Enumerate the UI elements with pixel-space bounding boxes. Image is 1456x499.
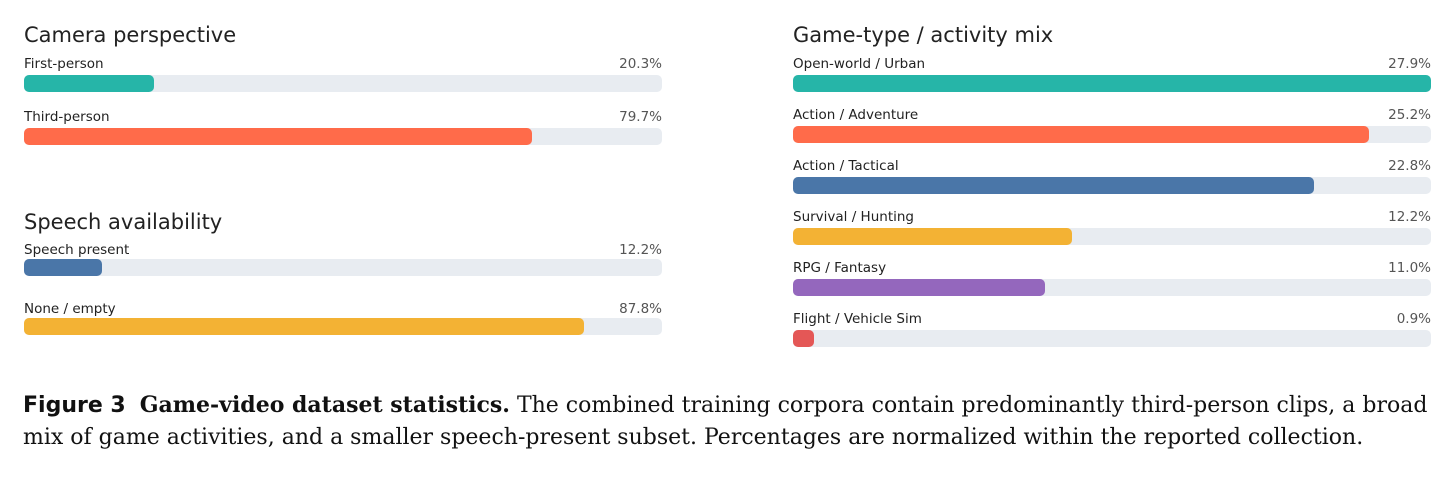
chart-title: Speech availability (24, 210, 223, 234)
chart-title: Game-type / activity mix (793, 23, 1054, 47)
bar-row-first-person: First-person 20.3% (24, 56, 662, 92)
bar-row-flight-vehicle-sim: Flight / Vehicle Sim 0.9% (793, 311, 1431, 347)
bar-value-label: 0.9% (1396, 311, 1431, 327)
bar-fill (793, 330, 814, 347)
bar-label: None / empty (24, 301, 116, 317)
bar-label: Action / Tactical (793, 158, 899, 174)
camera-perspective-chart: Camera perspective First-person 20.3% Thir… (24, 22, 662, 152)
bar-track (793, 279, 1431, 296)
bar-row-survival-hunting: Survival / Hunting 12.2% (793, 209, 1431, 245)
speech-availability-chart: Speech availability Speech present 12.2% N… (24, 209, 662, 339)
bar-label: First-person (24, 56, 104, 72)
game-type-activity-mix-chart: Game-type / activity mix Open-world / Ur… (793, 22, 1431, 352)
bar-row-none-empty: None / empty 87.8% (24, 301, 662, 335)
bar-row-action-adventure: Action / Adventure 25.2% (793, 107, 1431, 143)
bar-track (24, 259, 662, 276)
bar-fill (793, 228, 1072, 245)
bar-fill (24, 259, 102, 276)
bar-value-label: 27.9% (1388, 56, 1431, 72)
bar-fill (24, 128, 533, 145)
bar-row-rpg-fantasy: RPG / Fantasy 11.0% (793, 260, 1431, 296)
bar-track (793, 228, 1431, 245)
bar-label: Action / Adventure (793, 107, 919, 123)
bar-track (24, 75, 662, 92)
bar-label: RPG / Fantasy (793, 260, 887, 276)
chart-title: Camera perspective (24, 23, 237, 47)
bar-fill (793, 126, 1370, 143)
figure-caption: Figure 3 Game-video dataset statistics. … (23, 389, 1435, 454)
bar-value-label: 87.8% (619, 301, 662, 317)
bar-value-label: 11.0% (1388, 260, 1431, 276)
bar-fill (24, 318, 585, 335)
figure-caption-text: The combined training corpora contain pr… (23, 393, 1428, 450)
bar-row-open-world-urban: Open-world / Urban 27.9% (793, 56, 1431, 92)
bar-label: Open-world / Urban (793, 56, 926, 72)
figure-heading: Game-video dataset statistics. (139, 392, 510, 418)
bar-track (793, 126, 1431, 143)
bar-fill (24, 75, 154, 92)
bar-track (793, 330, 1431, 347)
bar-fill (793, 279, 1045, 296)
bar-value-label: 20.3% (619, 56, 662, 72)
bar-fill (793, 75, 1431, 92)
bar-value-label: 12.2% (1388, 209, 1431, 225)
bar-value-label: 79.7% (619, 109, 662, 125)
bar-row-third-person: Third-person 79.7% (24, 109, 662, 145)
figure-number: Figure 3 (23, 393, 126, 418)
bar-track (793, 75, 1431, 92)
bar-track (793, 177, 1431, 194)
bar-row-speech-present: Speech present 12.2% (24, 242, 662, 276)
bar-value-label: 22.8% (1388, 158, 1431, 174)
bar-label: Flight / Vehicle Sim (793, 311, 922, 327)
bar-fill (793, 177, 1315, 194)
bar-value-label: 12.2% (619, 242, 662, 258)
bar-label: Survival / Hunting (793, 209, 914, 225)
bar-row-action-tactical: Action / Tactical 22.8% (793, 158, 1431, 194)
bar-track (24, 318, 662, 335)
bar-label: Speech present (24, 242, 130, 258)
bar-value-label: 25.2% (1388, 107, 1431, 123)
bar-track (24, 128, 662, 145)
bar-label: Third-person (24, 109, 110, 125)
